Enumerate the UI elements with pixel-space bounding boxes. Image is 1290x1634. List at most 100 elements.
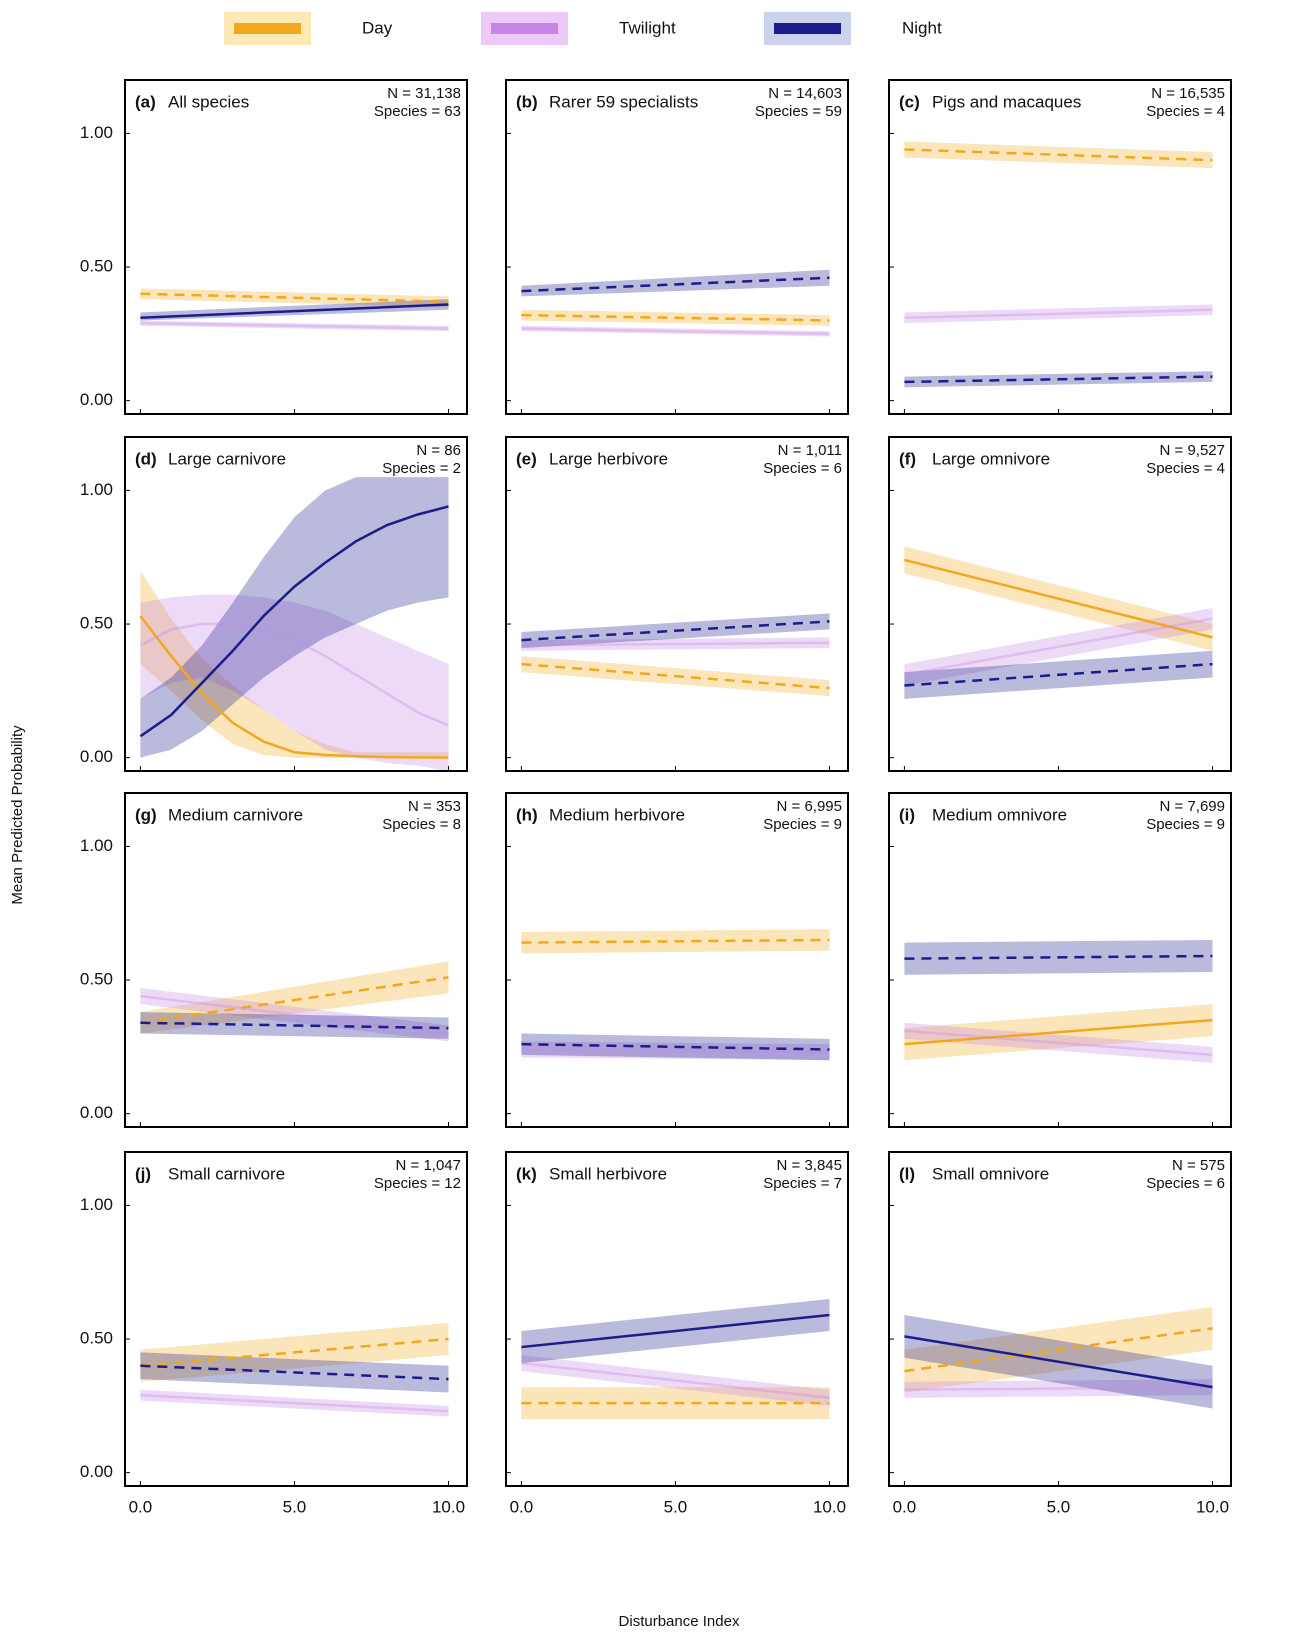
x-tick-label: 5.0: [1047, 1497, 1071, 1516]
trend-line: [140, 1395, 448, 1411]
y-tick-label: 0.00: [80, 747, 113, 766]
n-label: N = 31,138: [387, 85, 461, 102]
n-label: N = 7,699: [1160, 798, 1225, 815]
trend-line: [904, 560, 1212, 637]
species-label: Species = 9: [763, 816, 842, 833]
panel-frame: [889, 80, 1231, 414]
n-label: N = 16,535: [1151, 85, 1225, 102]
panel-label: (a): [135, 92, 156, 111]
x-tick-label: 0.0: [893, 1497, 917, 1516]
panel-label: (h): [516, 805, 538, 824]
panel-title: Large omnivore: [932, 449, 1050, 468]
panel-label: (e): [516, 449, 537, 468]
y-axis-label: Mean Predicted Probability: [9, 725, 26, 905]
species-label: Species = 6: [1146, 1175, 1225, 1192]
plot-area: [140, 961, 448, 1041]
species-label: Species = 63: [374, 103, 461, 120]
plot-area: [904, 940, 1212, 1063]
panel-label: (g): [135, 805, 157, 824]
species-label: Species = 4: [1146, 103, 1225, 120]
panel-frame: [125, 80, 467, 414]
species-label: Species = 8: [382, 816, 461, 833]
panel: 0.05.010.0(k)Small herbivoreN = 3,845Spe…: [506, 1152, 848, 1516]
plot-area: [140, 1323, 448, 1417]
x-tick-label: 10.0: [1196, 1497, 1229, 1516]
x-axis-label: Disturbance Index: [619, 1613, 740, 1630]
y-tick-label: 0.50: [80, 257, 113, 276]
species-label: Species = 6: [763, 460, 842, 477]
x-tick-label: 0.0: [129, 1497, 153, 1516]
panel-label: (d): [135, 449, 157, 468]
legend-swatch: [234, 23, 301, 34]
n-label: N = 3,845: [777, 1157, 842, 1174]
n-label: N = 9,527: [1160, 442, 1225, 459]
plot-area: [521, 929, 829, 1060]
panel: 0.00 0.50 1.00 0.0 5.0 10.0 (j) Small carnivore…: [80, 1152, 467, 1516]
panel-title: All species: [168, 92, 249, 111]
legend-swatch: [491, 23, 558, 34]
legend-item: Night: [764, 12, 942, 45]
panel-title: Medium herbivore: [549, 805, 685, 824]
plot-area: [140, 288, 448, 331]
x-tick-label: 5.0: [283, 1497, 307, 1516]
y-tick-label: 1.00: [80, 836, 113, 855]
plot-area: [521, 1299, 829, 1419]
plot-area: [904, 1307, 1212, 1409]
n-label: N = 14,603: [768, 85, 842, 102]
plot-area: [521, 270, 829, 337]
species-label: Species = 7: [763, 1175, 842, 1192]
legend-item: Day: [224, 12, 393, 45]
panel-title: Small omnivore: [932, 1164, 1049, 1183]
legend-swatch: [774, 23, 841, 34]
x-tick-label: 0.0: [510, 1497, 534, 1516]
panel-label: (b): [516, 92, 538, 111]
panel-frame: [506, 437, 848, 771]
plot-area: [140, 477, 448, 771]
panel: (e) Large herbivore N = 1,011Species = 6: [506, 437, 848, 771]
n-label: N = 6,995: [777, 798, 842, 815]
plot-area: [904, 547, 1212, 699]
panel-frame: [125, 793, 467, 1127]
y-tick-label: 0.00: [80, 1462, 113, 1481]
y-tick-label: 1.00: [80, 1195, 113, 1214]
y-tick-label: 0.50: [80, 970, 113, 989]
legend-label: Night: [902, 18, 942, 37]
x-tick-label: 10.0: [432, 1497, 465, 1516]
y-tick-label: 0.00: [80, 390, 113, 409]
species-label: Species = 4: [1146, 460, 1225, 477]
figure: Mean Predicted Probability Disturbance I…: [0, 0, 1290, 1634]
n-label: N = 353: [408, 798, 461, 815]
panel: (f)Large omnivoreN = 9,527Species = 4: [889, 437, 1231, 771]
legend-label: Day: [362, 18, 393, 37]
panel-title: Medium omnivore: [932, 805, 1067, 824]
n-label: N = 575: [1172, 1157, 1225, 1174]
n-label: N = 1,047: [396, 1157, 461, 1174]
panel-title: Large herbivore: [549, 449, 668, 468]
x-tick-label: 5.0: [664, 1497, 688, 1516]
species-label: Species = 9: [1146, 816, 1225, 833]
confidence-band: [521, 270, 829, 297]
plot-area: [521, 613, 829, 696]
panel-frame: [125, 1152, 467, 1486]
species-label: Species = 12: [374, 1175, 461, 1192]
panel-label: (j): [135, 1164, 151, 1183]
y-tick-label: 0.50: [80, 614, 113, 633]
y-tick-label: 1.00: [80, 480, 113, 499]
panel-title: Small carnivore: [168, 1164, 285, 1183]
y-tick-label: 0.50: [80, 1329, 113, 1348]
panel-label: (i): [899, 805, 915, 824]
plot-area: [904, 141, 1212, 387]
x-tick-label: 10.0: [813, 1497, 846, 1516]
legend-item: Twilight: [481, 12, 676, 45]
n-label: N = 1,011: [778, 442, 842, 459]
legend-label: Twilight: [619, 18, 676, 37]
species-label: Species = 59: [755, 103, 842, 120]
species-label: Species = 2: [382, 460, 461, 477]
